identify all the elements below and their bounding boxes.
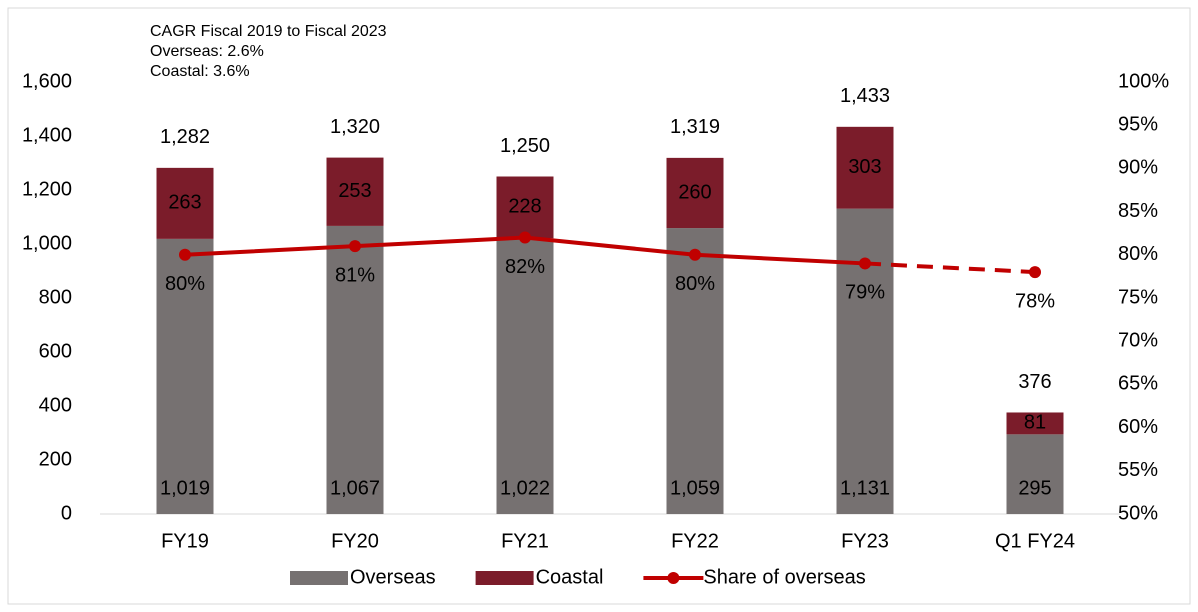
line-dashed bbox=[864, 261, 1036, 275]
y-tick-label: 800 bbox=[39, 286, 72, 308]
line-label: 80% bbox=[675, 273, 715, 295]
total-label: 376 bbox=[1018, 371, 1051, 393]
data-label: 1,067 bbox=[330, 477, 380, 499]
bar-segment bbox=[496, 176, 554, 239]
line-marker bbox=[519, 231, 531, 244]
x-tick-label: FY23 bbox=[841, 530, 889, 552]
x-tick-label: Q1 FY24 bbox=[995, 530, 1075, 552]
x-tick-label: FY22 bbox=[671, 530, 719, 552]
y-tick-label: 400 bbox=[39, 394, 72, 416]
data-label: 263 bbox=[168, 192, 201, 214]
line-marker bbox=[349, 240, 361, 253]
bar-segment bbox=[1006, 434, 1064, 514]
y2-tick-label: 90% bbox=[1118, 157, 1158, 179]
total-label: 1,433 bbox=[840, 85, 890, 107]
y-tick-label: 1,400 bbox=[22, 124, 72, 146]
legend-label: Coastal bbox=[536, 566, 604, 588]
legend-label: Share of overseas bbox=[703, 566, 865, 588]
data-label: 1,059 bbox=[670, 477, 720, 499]
total-label: 1,320 bbox=[330, 116, 380, 138]
line-label: 80% bbox=[165, 273, 205, 295]
line-label: 82% bbox=[505, 256, 545, 278]
line-label: 79% bbox=[845, 282, 885, 304]
total-label: 1,319 bbox=[670, 116, 720, 138]
bar-segment bbox=[156, 238, 214, 514]
line-marker bbox=[1029, 266, 1041, 279]
y2-tick-label: 50% bbox=[1118, 502, 1158, 524]
bar-segment bbox=[666, 228, 724, 514]
bar-segment bbox=[836, 126, 894, 209]
data-label: 81 bbox=[1024, 412, 1046, 434]
data-label: 1,131 bbox=[840, 477, 890, 499]
y-tick-label: 200 bbox=[39, 448, 72, 470]
bar-segment bbox=[326, 157, 384, 226]
data-label: 303 bbox=[848, 156, 881, 178]
total-label: 1,282 bbox=[160, 126, 210, 148]
line-marker bbox=[859, 257, 871, 270]
data-label: 228 bbox=[508, 196, 541, 218]
bar-segment bbox=[156, 167, 214, 239]
bar-segment bbox=[1006, 412, 1064, 435]
x-tick-label: FY21 bbox=[501, 530, 549, 552]
total-label: 1,250 bbox=[500, 135, 550, 157]
line-marker bbox=[689, 248, 701, 261]
y2-tick-label: 75% bbox=[1118, 286, 1158, 308]
y-tick-label: 600 bbox=[39, 340, 72, 362]
legend-label: Overseas bbox=[350, 566, 436, 588]
y2-tick-label: 60% bbox=[1118, 416, 1158, 438]
data-label: 1,019 bbox=[160, 477, 210, 499]
data-label: 253 bbox=[338, 180, 371, 202]
annotation: Coastal: 3.6% bbox=[150, 63, 250, 80]
line-label: 78% bbox=[1015, 290, 1055, 312]
data-label: 260 bbox=[678, 181, 711, 203]
legend-swatch bbox=[290, 571, 348, 585]
annotation: CAGR Fiscal 2019 to Fiscal 2023 bbox=[150, 23, 387, 40]
y2-tick-label: 65% bbox=[1118, 373, 1158, 395]
x-tick-label: FY20 bbox=[331, 530, 379, 552]
y2-tick-label: 85% bbox=[1118, 200, 1158, 222]
annotation: Overseas: 2.6% bbox=[150, 43, 264, 60]
x-tick-label: FY19 bbox=[161, 530, 209, 552]
line-marker bbox=[179, 248, 191, 261]
bar-segment bbox=[326, 225, 384, 514]
data-label: 1,022 bbox=[500, 477, 550, 499]
y-tick-label: 1,200 bbox=[22, 178, 72, 200]
y2-tick-label: 80% bbox=[1118, 243, 1158, 265]
bar-segment bbox=[496, 238, 554, 514]
data-label: 295 bbox=[1018, 477, 1051, 499]
y-tick-label: 1,000 bbox=[22, 232, 72, 254]
y2-tick-label: 95% bbox=[1118, 113, 1158, 135]
legend-marker bbox=[667, 572, 680, 584]
bar-segment bbox=[666, 157, 724, 229]
legend-swatch bbox=[475, 571, 534, 585]
y2-tick-label: 100% bbox=[1118, 70, 1169, 92]
y2-tick-label: 70% bbox=[1118, 329, 1158, 351]
line-label: 81% bbox=[335, 264, 375, 286]
y-tick-label: 0 bbox=[61, 502, 72, 524]
y2-tick-label: 55% bbox=[1118, 459, 1158, 481]
y-tick-label: 1,600 bbox=[22, 70, 72, 92]
bar-segment bbox=[836, 208, 894, 514]
